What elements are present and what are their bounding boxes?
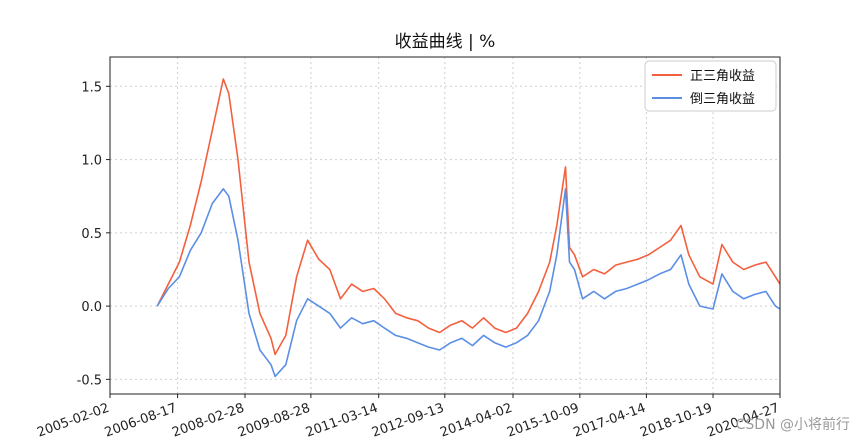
x-tick-label: 2017-04-14 [572,401,648,441]
y-axis: -0.5 0.0 0.5 1.0 1.5 [77,80,110,388]
x-tick-label: 2015-10-09 [505,401,581,441]
x-tick-label: 2014-04-02 [438,401,514,441]
watermark: CSDN @小将前行 [735,417,850,433]
x-tick-label: 2008-02-28 [170,401,246,441]
legend-label-1: 倒三角收益 [690,92,755,107]
x-tick-label: 2011-03-14 [304,401,380,441]
series-line-1 [156,188,781,378]
chart-title: 收益曲线 | % [395,32,496,52]
x-tick-label: 2006-08-17 [103,401,179,441]
x-axis: 2005-02-022006-08-172008-02-282009-08-28… [35,394,781,441]
x-tick-label: 2012-09-13 [370,401,446,441]
legend: 正三角收益 倒三角收益 [644,60,777,112]
y-tick-label: 0.5 [81,227,102,242]
y-tick-label: 1.5 [81,80,102,95]
y-tick-label: 0.0 [81,300,102,315]
y-tick-label: -0.5 [77,373,102,388]
legend-label-0: 正三角收益 [690,69,755,84]
x-tick-label: 2005-02-02 [35,401,111,441]
series-line-0 [156,78,781,356]
x-tick-label: 2018-10-19 [638,401,714,441]
series-layer [156,78,781,378]
x-tick-label: 2009-08-28 [236,401,312,441]
y-tick-label: 1.0 [81,154,102,169]
